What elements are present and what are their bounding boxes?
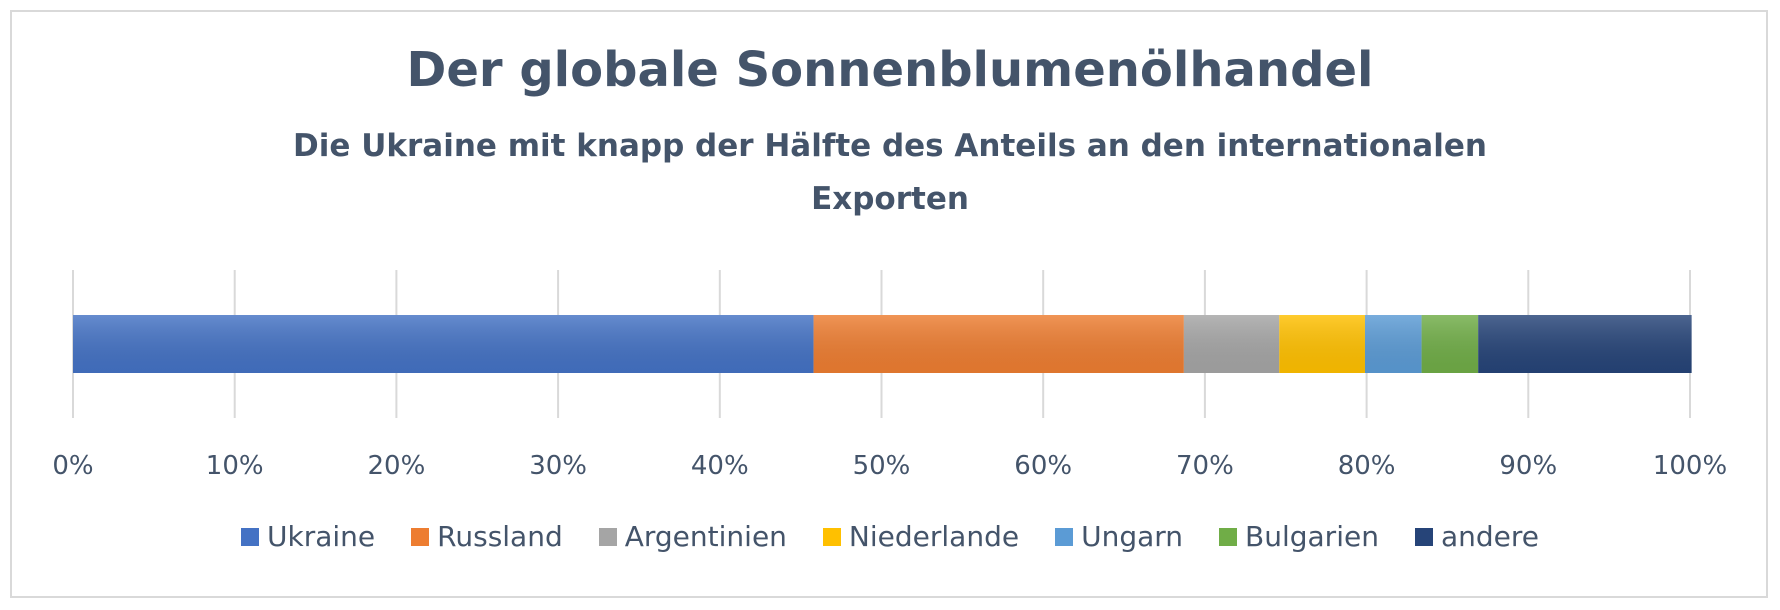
legend-label: Ukraine [267, 520, 376, 553]
chart-subtitle-line1: Die Ukraine mit knapp der Hälfte des Ant… [293, 128, 1487, 164]
legend-swatch [1414, 527, 1433, 546]
bar-segment-shade [813, 315, 1184, 373]
legend-swatch [241, 527, 260, 546]
legend-item-ukraine: Ukraine [241, 520, 375, 553]
x-tick-label: 90% [1499, 451, 1557, 481]
bar-segment-shade [1364, 315, 1422, 373]
legend-item-bulgarien: Bulgarien [1219, 520, 1379, 553]
chart-subtitle-line2: Exporten [811, 181, 969, 217]
legend-swatch [1055, 527, 1074, 546]
legend-label: Ungarn [1081, 520, 1184, 553]
x-tick-label: 10% [206, 451, 264, 481]
legend-item-russland: Russland [411, 520, 563, 553]
legend-item-andere: andere [1414, 520, 1539, 553]
x-tick-label: 30% [529, 451, 587, 481]
legend-label: andere [1440, 520, 1539, 553]
x-tick-label: 40% [691, 451, 749, 481]
legend-label: Bulgarien [1245, 520, 1379, 553]
bar-segment-shade [1279, 315, 1365, 373]
x-tick-label: 80% [1338, 451, 1396, 481]
x-tick-label: 20% [368, 451, 426, 481]
legend-item-argentinien: Argentinien [598, 520, 787, 553]
bar-segment-shade [1478, 315, 1692, 373]
bar-segment-shade [1183, 315, 1280, 373]
legend-item-niederlande: Niederlande [822, 520, 1020, 553]
bar-segments [73, 315, 1692, 373]
x-tick-label: 50% [853, 451, 911, 481]
chart-frame [10, 10, 1768, 598]
bar-segment-shade [1421, 315, 1479, 373]
chart-title: Der globale Sonnenblumenölhandel [406, 42, 1374, 98]
legend-label: Niederlande [848, 520, 1020, 553]
x-tick-label: 60% [1014, 451, 1072, 481]
legend-label: Argentinien [624, 520, 787, 553]
legend-item-ungarn: Ungarn [1055, 520, 1183, 553]
legend-label: Russland [437, 520, 563, 553]
legend-swatch [822, 527, 841, 546]
bar-segment-shade [73, 315, 814, 373]
legend-swatch [598, 527, 617, 546]
legend-swatch [1219, 527, 1238, 546]
legend-swatch [411, 527, 430, 546]
legend: Ukraine Russland Argentinien Niederlande Ung… [0, 520, 1780, 553]
x-axis-ticks: 0% 10% 20% 30% 40% 50% 60% 70% 80% 90% 100% [52, 451, 1727, 481]
chart-subtitle: Die Ukraine mit knapp der Hälfte des Ant… [0, 120, 1780, 226]
x-tick-label: 100% [1653, 451, 1727, 481]
x-tick-label: 70% [1176, 451, 1234, 481]
x-tick-label: 0% [52, 451, 93, 481]
